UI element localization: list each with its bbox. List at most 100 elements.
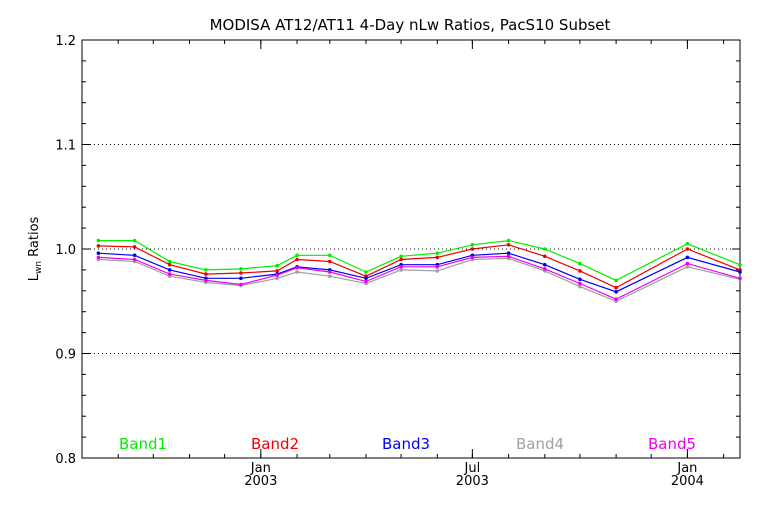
- data-point-band1: [435, 251, 440, 255]
- data-point-band5: [399, 265, 403, 269]
- data-point-band4: [328, 274, 332, 279]
- data-point-band1: [167, 259, 172, 264]
- y-axis-label-subscript: wn: [34, 261, 44, 274]
- y-axis-label: Lwn Ratios: [27, 216, 44, 281]
- data-point-band1: [328, 253, 332, 258]
- data-point-band1: [506, 238, 511, 243]
- data-point-band5: [96, 255, 101, 260]
- data-point-band2: [506, 243, 511, 247]
- data-point-band1: [204, 268, 208, 272]
- data-point-band2: [470, 247, 475, 251]
- data-point-band2: [132, 245, 137, 249]
- data-point-band1: [96, 238, 101, 243]
- data-point-band1: [399, 254, 403, 259]
- data-point-band1: [614, 278, 618, 283]
- series-lines: [96, 238, 742, 304]
- data-point-band5: [685, 261, 690, 266]
- legend: Band1 Band2 Band3 Band4 Band5: [119, 435, 696, 453]
- data-point-band5: [506, 254, 511, 259]
- data-point-band2: [435, 255, 440, 260]
- data-point-band3: [614, 290, 618, 294]
- data-point-band3: [132, 253, 137, 258]
- data-point-band4: [295, 270, 299, 274]
- data-point-band5: [435, 265, 440, 269]
- data-point-band3: [543, 262, 547, 267]
- data-point-band3: [506, 251, 511, 255]
- data-point-band2: [543, 254, 547, 259]
- data-point-band3: [239, 276, 243, 281]
- y-axis-label-main: L: [27, 273, 42, 281]
- data-point-band1: [543, 247, 547, 251]
- data-point-band5: [275, 273, 280, 277]
- grid-lines: [82, 144, 740, 354]
- data-point-band2: [239, 271, 243, 275]
- series-line-band1: [98, 239, 741, 282]
- data-point-band5: [132, 257, 137, 262]
- data-point-band5: [328, 270, 332, 274]
- chart-title: MODISA AT12/AT11 4-Day nLw Ratios, PacS1…: [210, 16, 611, 34]
- y-axis: 0.8 0.9 1.0 1.1 1.2: [55, 34, 740, 467]
- legend-entry-band4: Band4: [516, 435, 564, 453]
- data-point-band1: [685, 242, 690, 246]
- data-point-band5: [543, 267, 547, 271]
- legend-entry-band5: Band5: [648, 435, 696, 453]
- data-point-band1: [239, 267, 243, 271]
- legend-entry-band3: Band3: [382, 435, 430, 453]
- data-point-band4: [578, 284, 582, 289]
- data-point-band5: [614, 297, 618, 302]
- x-tick-year: 2004: [671, 474, 704, 489]
- data-point-band2: [614, 285, 618, 290]
- data-point-band5: [470, 255, 475, 260]
- data-point-band1: [295, 253, 299, 258]
- y-tick-label: 0.9: [55, 348, 76, 363]
- x-tick-month: Jan: [250, 461, 271, 476]
- data-point-band1: [132, 238, 137, 243]
- legend-entry-band1: Band1: [119, 435, 167, 453]
- data-point-band2: [399, 257, 403, 262]
- x-tick-year: 2003: [456, 474, 489, 489]
- x-tick-year: 2003: [244, 474, 277, 489]
- data-point-band2: [295, 257, 299, 262]
- data-point-band2: [328, 259, 332, 264]
- data-point-band5: [239, 282, 243, 287]
- series-line-band5: [98, 255, 741, 300]
- data-point-band3: [167, 268, 172, 272]
- data-point-band1: [275, 263, 280, 268]
- data-point-band1: [364, 270, 368, 274]
- data-point-band4: [685, 265, 690, 269]
- data-point-band2: [204, 272, 208, 276]
- data-point-band1: [470, 243, 475, 247]
- data-point-band3: [364, 276, 368, 281]
- y-tick-label: 1.2: [55, 34, 76, 49]
- y-tick-label: 0.8: [55, 452, 76, 467]
- data-point-band4: [435, 269, 440, 273]
- y-tick-label: 1.1: [55, 139, 76, 154]
- y-axis-label-rest: Ratios: [27, 216, 42, 261]
- data-point-band2: [578, 269, 582, 273]
- data-point-band2: [96, 244, 101, 248]
- data-point-band3: [578, 277, 582, 282]
- series-line-band4: [98, 257, 741, 302]
- data-point-band3: [96, 251, 101, 255]
- data-point-band1: [738, 262, 742, 267]
- data-point-band2: [167, 262, 172, 267]
- data-point-band5: [738, 276, 742, 281]
- x-tick-month: Jan: [676, 461, 697, 476]
- data-point-band5: [578, 281, 582, 286]
- y-tick-label: 1.0: [55, 243, 76, 258]
- data-point-band2: [685, 247, 690, 251]
- data-point-band5: [204, 278, 208, 283]
- x-tick-month: Jul: [464, 461, 481, 476]
- data-point-band3: [738, 270, 742, 274]
- data-point-band5: [364, 279, 368, 284]
- data-point-band4: [275, 276, 280, 281]
- legend-entry-band2: Band2: [251, 435, 299, 453]
- data-point-band3: [685, 255, 690, 260]
- series-line-band3: [98, 252, 741, 293]
- data-point-band5: [167, 272, 172, 276]
- data-point-band4: [399, 268, 403, 272]
- data-point-band2: [275, 269, 280, 273]
- series-line-band2: [98, 244, 741, 289]
